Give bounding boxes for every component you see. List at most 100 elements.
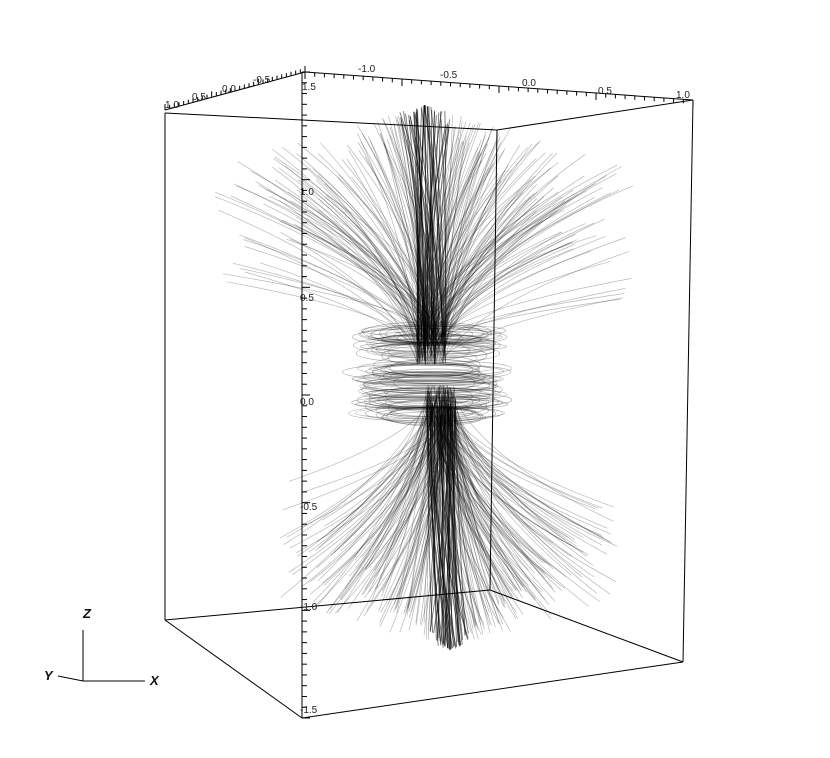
streamline xyxy=(439,179,532,345)
streamline xyxy=(330,385,442,532)
triad-z-label: Z xyxy=(82,606,92,621)
streamline xyxy=(380,403,434,597)
streamline xyxy=(358,149,439,351)
streamline xyxy=(444,405,535,574)
streamline xyxy=(323,407,440,586)
streamline xyxy=(443,128,493,357)
streamline xyxy=(443,165,509,348)
streamline xyxy=(409,115,435,365)
streamline xyxy=(366,387,501,399)
streamline xyxy=(437,396,575,540)
streamline xyxy=(393,408,439,605)
streamline xyxy=(425,153,487,345)
streamline xyxy=(372,364,481,383)
streamline xyxy=(442,193,578,356)
streamline xyxy=(432,141,470,346)
streamline xyxy=(417,109,425,340)
streamline xyxy=(452,387,556,593)
streamline xyxy=(452,408,603,546)
streamline xyxy=(360,324,506,337)
streamline xyxy=(449,408,484,635)
streamline xyxy=(352,373,502,385)
streamline xyxy=(283,386,433,545)
streamline xyxy=(427,173,617,349)
streamline xyxy=(296,410,452,554)
streamline xyxy=(280,396,431,598)
streamline xyxy=(438,143,533,365)
streamline xyxy=(366,343,495,359)
streamline xyxy=(429,144,486,338)
streamline xyxy=(434,187,554,362)
streamline xyxy=(429,399,546,575)
streamline xyxy=(441,293,625,340)
streamline xyxy=(388,393,449,602)
streamline xyxy=(278,167,423,352)
streamline xyxy=(278,200,420,364)
streamline xyxy=(445,398,611,543)
streamline xyxy=(370,341,495,359)
streamline xyxy=(318,403,434,549)
streamline xyxy=(427,167,490,347)
streamline xyxy=(421,288,626,358)
streamline xyxy=(427,390,449,649)
x-tick-label: -1.0 xyxy=(358,64,376,75)
streamline xyxy=(445,403,614,508)
streamline xyxy=(431,410,589,556)
streamline xyxy=(429,399,477,627)
streamline xyxy=(362,371,492,384)
streamline xyxy=(362,321,492,343)
streamline xyxy=(369,338,495,349)
streamline xyxy=(381,117,438,351)
streamline xyxy=(435,152,553,365)
streamline xyxy=(302,196,419,357)
streamline xyxy=(421,191,559,344)
box-edge xyxy=(164,619,303,719)
streamline xyxy=(366,334,496,353)
streamline xyxy=(281,219,444,345)
streamline xyxy=(317,153,439,357)
streamline xyxy=(431,205,567,361)
streamline xyxy=(451,390,496,628)
streamline xyxy=(378,371,486,384)
streamline xyxy=(365,405,439,590)
streamline xyxy=(440,405,517,619)
streamline xyxy=(385,392,474,412)
streamline xyxy=(389,398,447,633)
streamline xyxy=(389,371,480,382)
streamline xyxy=(385,397,444,599)
streamline xyxy=(326,194,446,339)
streamline xyxy=(419,233,576,358)
streamline xyxy=(289,238,429,344)
streamline xyxy=(375,407,480,424)
streamline xyxy=(440,126,494,353)
streamline xyxy=(433,384,546,579)
streamline xyxy=(233,183,434,348)
streamline xyxy=(426,106,443,338)
streamline xyxy=(377,334,489,345)
streamline xyxy=(426,407,565,589)
streamline xyxy=(441,393,445,645)
streamline xyxy=(425,196,563,339)
streamline xyxy=(374,397,488,408)
streamline xyxy=(444,210,537,361)
streamline xyxy=(450,387,522,592)
streamline xyxy=(438,390,479,640)
streamline xyxy=(290,200,444,353)
streamline xyxy=(454,400,466,635)
box-edge xyxy=(301,661,684,719)
streamline xyxy=(244,237,418,363)
streamline xyxy=(429,237,627,357)
streamline xyxy=(365,405,497,422)
triad-y-line xyxy=(57,675,84,682)
streamline xyxy=(373,122,435,343)
streamline xyxy=(381,345,487,366)
streamline xyxy=(441,297,624,360)
streamline xyxy=(370,325,489,344)
streamline xyxy=(348,405,503,422)
streamline xyxy=(275,179,424,355)
streamline xyxy=(422,241,574,354)
streamline xyxy=(384,386,482,398)
streamline xyxy=(367,331,503,344)
streamline xyxy=(446,385,451,651)
streamline xyxy=(342,363,512,381)
